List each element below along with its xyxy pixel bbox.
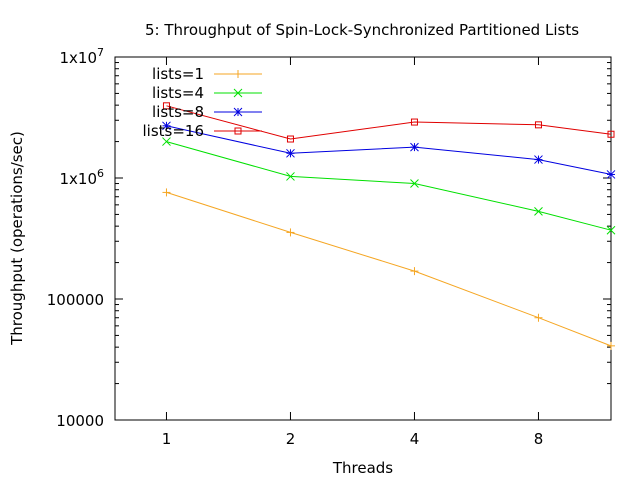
marker-star (534, 155, 543, 164)
series-lists-8 (162, 121, 616, 179)
data-point (534, 155, 543, 164)
marker-square (607, 130, 615, 138)
data-point (286, 148, 295, 158)
marker-cross (534, 207, 543, 216)
data-point (410, 142, 419, 152)
x-tick-label: 8 (534, 430, 544, 448)
x-tick-label: 1 (162, 430, 172, 448)
y-tick-label: 1x107 (59, 46, 104, 67)
legend-label: lists=16 (142, 122, 204, 140)
marker-cross (162, 137, 171, 146)
data-point (534, 313, 543, 322)
series-lists-4 (162, 137, 616, 235)
data-point (410, 267, 419, 276)
data-point (286, 172, 295, 181)
marker-square (234, 127, 242, 135)
chart-title: 5: Throughput of Spin-Lock-Synchronized … (145, 21, 579, 39)
data-point (606, 225, 616, 235)
y-tick-label: 100000 (47, 291, 104, 309)
marker-square (534, 121, 542, 129)
legend-entry: lists=1 (152, 65, 262, 83)
data-point (162, 102, 170, 110)
data-point (606, 170, 616, 179)
legend-label: lists=8 (152, 103, 204, 121)
legend-entry: lists=4 (152, 84, 262, 102)
marker-square (162, 102, 170, 110)
data-point (534, 121, 542, 129)
marker-star (410, 142, 419, 152)
data-point (286, 135, 294, 143)
x-axis: 1 2 4 8 (162, 57, 544, 448)
data-point (607, 130, 615, 138)
series-line (166, 125, 612, 175)
legend-entry: lists=16 (142, 122, 262, 140)
x-tick-label: 4 (410, 430, 420, 448)
series-line (166, 141, 612, 231)
marker-cross (233, 88, 243, 98)
data-point (410, 179, 419, 188)
data-point (534, 207, 543, 216)
plot-frame (114, 56, 612, 421)
marker-square (286, 135, 294, 143)
y-tick-label: 10000 (56, 412, 104, 430)
data-point (162, 137, 171, 146)
marker-square (410, 118, 418, 126)
y-axis: 10000 100000 1x106 1x107 (47, 46, 611, 430)
data-point (410, 118, 418, 126)
series-lists-1 (162, 188, 615, 350)
x-axis-label: Threads (332, 459, 393, 477)
marker-star (162, 121, 171, 131)
data-point (162, 121, 171, 131)
legend-label: lists=4 (152, 84, 204, 102)
legend-label: lists=1 (152, 65, 204, 83)
marker-cross (410, 179, 419, 188)
x-tick-label: 2 (286, 430, 296, 448)
marker-star (286, 148, 295, 158)
series-lists-16 (162, 102, 615, 143)
series-line (166, 191, 612, 347)
marker-cross (606, 225, 616, 235)
data-point (286, 228, 295, 237)
marker-star (233, 107, 243, 117)
series-layer (162, 102, 616, 350)
legend-entry: lists=8 (152, 103, 262, 121)
marker-star (606, 170, 616, 179)
series-line (166, 105, 612, 140)
marker-cross (286, 172, 295, 181)
y-axis-label: Throughput (operations/sec) (8, 131, 26, 346)
data-point (162, 188, 171, 197)
y-tick-exponent: 7 (97, 46, 104, 59)
y-tick-exponent: 6 (97, 167, 104, 180)
data-point (607, 341, 615, 350)
y-tick-label: 1x106 (59, 167, 104, 188)
